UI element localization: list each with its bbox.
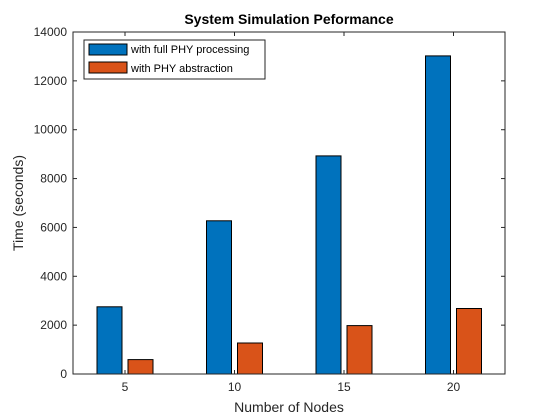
legend-label-phy-abstraction: with PHY abstraction <box>130 63 233 75</box>
ticks-layer: 5 10 15 20 0 2000 4000 6000 8000 10000 12000 14000 <box>34 25 505 394</box>
x-tick-label-15: 15 <box>337 380 351 394</box>
y-tick-label-12000: 12000 <box>34 74 68 88</box>
y-axis-label: Time (seconds) <box>10 155 26 251</box>
x-tick-label-20: 20 <box>447 380 461 394</box>
x-tick-label-10: 10 <box>228 380 242 394</box>
y-tick-label-6000: 6000 <box>40 220 67 234</box>
y-tick-label-14000: 14000 <box>34 25 68 39</box>
bar-series-1-nodes-15 <box>346 325 373 375</box>
bar-series-1-nodes-20 <box>456 308 482 375</box>
y-tick-label-4000: 4000 <box>40 269 67 283</box>
legend-swatch-full-phy <box>88 43 128 56</box>
axes-layer <box>72 31 506 375</box>
legend: with full PHY processing with PHY abstra… <box>83 39 266 80</box>
bar-series-0-nodes-20 <box>425 55 451 375</box>
bar-series-0-nodes-5 <box>96 306 123 375</box>
bar-series-0-nodes-10 <box>206 220 232 375</box>
bar-series-1-nodes-10 <box>237 342 263 375</box>
y-tick-label-10000: 10000 <box>34 123 68 137</box>
chart-title: System Simulation Peformance <box>184 11 394 27</box>
bar-series-0-nodes-15 <box>315 155 342 375</box>
bar-series-1-nodes-5 <box>127 359 154 375</box>
legend-swatch-phy-abstraction <box>88 61 128 74</box>
y-tick-label-0: 0 <box>60 367 67 381</box>
x-tick-label-5: 5 <box>122 380 129 394</box>
plot-frame <box>72 31 506 375</box>
legend-label-full-phy: with full PHY processing <box>130 44 249 56</box>
x-axis-label: Number of Nodes <box>234 399 344 415</box>
y-tick-label-8000: 8000 <box>40 172 67 186</box>
bars-layer <box>96 55 482 375</box>
y-tick-label-2000: 2000 <box>40 318 67 332</box>
